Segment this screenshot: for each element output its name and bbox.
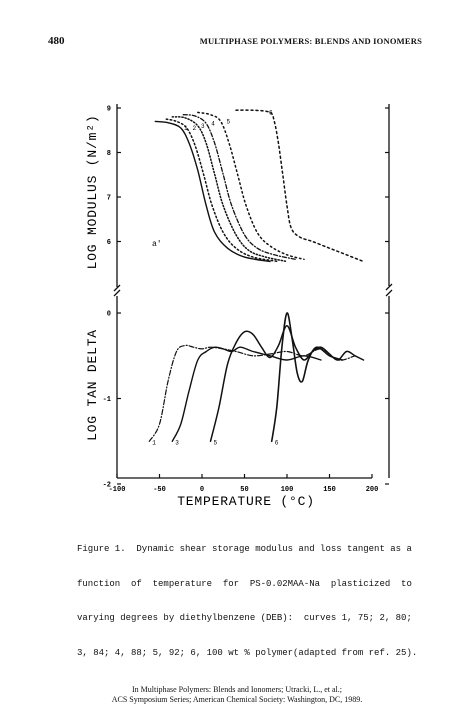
tan-delta-curve-label: 3: [175, 439, 179, 446]
tan-delta-curve-label: 5: [214, 439, 218, 446]
x-tick-label: -100: [109, 486, 126, 494]
bottom-y-tick-label: -1: [103, 396, 111, 404]
x-tick-label: -50: [153, 486, 166, 494]
modulus-curve-label: 5: [227, 118, 231, 125]
tan-delta-curve-3: [171, 346, 322, 442]
page-number: 480: [48, 35, 65, 47]
modulus-curve-label: 1: [184, 125, 188, 132]
x-tick-label: 200: [366, 486, 379, 494]
figure-caption: Figure 1. Dynamic shear storage modulus …: [77, 521, 418, 671]
y-axis-line: [113, 104, 121, 478]
caption-line: 3, 84; 4, 88; 5, 92; 6, 100 wt % polymer…: [77, 647, 418, 658]
tan-delta-curve-label: 1: [152, 439, 156, 446]
bottom-y-axis-title: LOG TAN DELTA: [85, 329, 100, 441]
citation-line: In Multiphase Polymers: Blends and Ionom…: [132, 685, 342, 694]
citation-line: ACS Symposium Series; American Chemical …: [111, 695, 363, 704]
modulus-curve-label: 4: [211, 121, 215, 128]
tan-delta-curve-5: [209, 325, 365, 443]
bottom-y-tick-label: 0: [107, 311, 111, 319]
top-y-tick-label: 6: [107, 239, 111, 247]
tan-delta-curve-label: 6: [275, 439, 279, 446]
modulus-curve-label: 3: [201, 123, 205, 130]
caption-line: varying degrees by diethylbenzene (DEB):…: [77, 613, 412, 623]
running-title: MULTIPHASE POLYMERS: BLENDS AND IONOMERS: [199, 36, 422, 46]
modulus-curve-3: [171, 116, 288, 263]
modulus-curve-5: [197, 111, 305, 261]
frame-lines: [113, 104, 393, 479]
x-tick-label: 100: [281, 486, 294, 494]
x-tick-label: 150: [323, 486, 336, 494]
top-y-tick-label: 7: [107, 195, 111, 203]
top-y-tick-label: 9: [107, 106, 111, 114]
tan-delta-curve-6: [270, 312, 344, 443]
top-y-tick-label: 8: [107, 150, 111, 158]
x-tick-label: 0: [200, 486, 204, 494]
modulus-curve-label: 6: [269, 109, 273, 116]
panel-label: a': [152, 240, 162, 249]
top-y-axis-title: LOG MODULUS (N/m²): [85, 115, 100, 270]
modulus-curve-label: 2: [193, 125, 197, 132]
modulus-curve-4: [182, 114, 297, 260]
tick-marks: [116, 107, 389, 485]
plot-curves: [148, 109, 365, 443]
modulus-curve-2: [165, 118, 280, 263]
x-axis-title: TEMPERATURE (°C): [177, 494, 315, 509]
right-frame-line: [385, 104, 393, 478]
citation-footer: In Multiphase Polymers: Blends and Ionom…: [0, 685, 474, 705]
caption-line: function of temperature for PS-0.02MAA-N…: [77, 578, 412, 589]
bottom-y-tick-label: -2: [103, 482, 111, 490]
modulus-curve-6: [235, 109, 365, 263]
x-tick-label: 50: [240, 486, 248, 494]
modulus-curve-1: [154, 120, 271, 263]
caption-line: Figure 1. Dynamic shear storage modulus …: [77, 544, 412, 554]
